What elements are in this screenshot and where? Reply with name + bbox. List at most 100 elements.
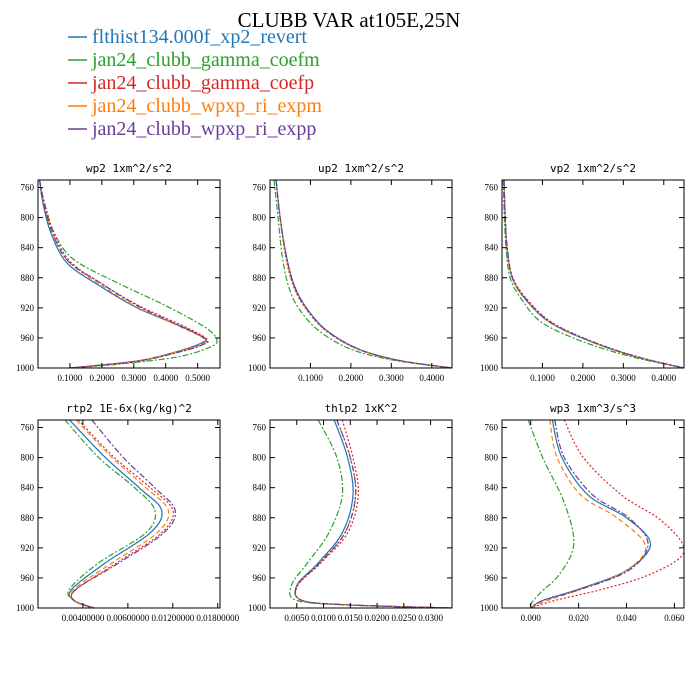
ytick-label-1-6: 1000: [248, 363, 267, 373]
xtick-label-0-4: 0.5000: [185, 373, 210, 383]
xtick-label-1-2: 0.3000: [379, 373, 404, 383]
ytick-label-3-5: 960: [21, 573, 35, 583]
xtick-label-4-5: 0.0300: [418, 613, 443, 623]
series-line-2-1: [502, 180, 684, 368]
ytick-label-1-5: 960: [253, 333, 267, 343]
legend-label-4: jan24_clubb_wpxp_ri_expp: [91, 118, 316, 140]
xtick-label-5-2: 0.040: [616, 613, 637, 623]
ytick-label-2-5: 960: [485, 333, 499, 343]
xtick-label-2-0: 0.1000: [530, 373, 555, 383]
xtick-label-4-2: 0.0150: [338, 613, 363, 623]
ytick-label-0-2: 840: [21, 243, 35, 253]
ytick-label-4-4: 920: [253, 543, 267, 553]
panel-title-4: thlp2 1xK^2: [325, 402, 398, 415]
ytick-label-3-0: 760: [21, 423, 35, 433]
ytick-label-0-3: 880: [21, 273, 35, 283]
series-line-0-0: [39, 180, 208, 368]
xtick-label-5-3: 0.060: [664, 613, 685, 623]
series-line-3-4: [70, 420, 177, 608]
panel-0: wp2 1xm^2/s^2 760 800 840 880 920 960 1000 0.100…: [16, 162, 221, 383]
plot-frame-0: [37, 179, 221, 369]
ytick-label-5-2: 840: [485, 483, 499, 493]
series-line-2-4: [503, 180, 684, 368]
xtick-label-0-0: 0.1000: [58, 373, 83, 383]
series-line-0-2: [39, 180, 209, 368]
xtick-label-1-1: 0.2000: [339, 373, 364, 383]
ytick-label-4-0: 760: [253, 423, 267, 433]
series-line-0-1: [39, 180, 218, 368]
ytick-label-1-3: 880: [253, 273, 267, 283]
ytick-label-0-1: 800: [21, 213, 35, 223]
series-line-1-4: [275, 180, 452, 368]
xtick-label-2-3: 0.4000: [651, 373, 676, 383]
legend-label-3: jan24_clubb_wpxp_ri_expm: [91, 95, 322, 117]
xtick-label-0-3: 0.4000: [153, 373, 178, 383]
series-line-3-1: [64, 420, 157, 608]
xtick-label-3-3: 0.01800000: [196, 613, 239, 623]
xtick-label-1-0: 0.1000: [298, 373, 323, 383]
plot-frame-2: [501, 179, 685, 369]
series-line-0-4: [39, 180, 208, 368]
panel-title-3: rtp2 1E-6x(kg/kg)^2: [66, 402, 192, 415]
ytick-label-3-3: 880: [21, 513, 35, 523]
ytick-label-3-6: 1000: [16, 603, 35, 613]
legend-label-1: jan24_clubb_gamma_coefm: [91, 49, 320, 71]
ytick-label-1-0: 760: [253, 183, 267, 193]
ytick-label-1-1: 800: [253, 213, 267, 223]
ytick-label-0-6: 1000: [16, 363, 35, 373]
panel-5: wp3 1xm^3/s^3 760 800 840 880 920 960 1000 0.000…: [480, 402, 685, 623]
panel-title-2: vp2 1xm^2/s^2: [550, 162, 636, 175]
ytick-label-5-5: 960: [485, 573, 499, 583]
plot-frame-3: [37, 419, 221, 609]
xtick-label-4-1: 0.0100: [311, 613, 336, 623]
figure-title: CLUBB VAR at105E,25N: [238, 8, 461, 32]
xtick-label-5-0: 0.000: [521, 613, 542, 623]
series-line-5-2: [530, 420, 684, 608]
xtick-label-4-0: 0.0050: [284, 613, 309, 623]
ytick-label-2-6: 1000: [480, 363, 499, 373]
ytick-label-2-0: 760: [485, 183, 499, 193]
plot-frame-1: [269, 179, 453, 369]
plot-frame-5: [501, 419, 685, 609]
xtick-label-0-1: 0.2000: [89, 373, 114, 383]
plot-frame-4: [269, 419, 453, 609]
panel-title-1: up2 1xm^2/s^2: [318, 162, 404, 175]
series-line-3-2: [70, 420, 174, 608]
ytick-label-2-4: 920: [485, 303, 499, 313]
ytick-label-0-4: 920: [21, 303, 35, 313]
legend: flthist134.000f_xp2_revertjan24_clubb_ga…: [68, 26, 322, 140]
ytick-label-4-3: 880: [253, 513, 267, 523]
xtick-label-4-4: 0.0250: [391, 613, 416, 623]
xtick-label-3-2: 0.01200000: [151, 613, 194, 623]
legend-label-0: flthist134.000f_xp2_revert: [92, 26, 307, 48]
xtick-label-5-1: 0.020: [569, 613, 590, 623]
ytick-label-4-1: 800: [253, 453, 267, 463]
panel-3: rtp2 1E-6x(kg/kg)^2 760 800 840 880 920 960 100…: [16, 402, 240, 623]
ytick-label-2-2: 840: [485, 243, 499, 253]
panel-title-5: wp3 1xm^3/s^3: [550, 402, 636, 415]
panels: wp2 1xm^2/s^2 760 800 840 880 920 960 1000 0.100…: [16, 162, 685, 623]
ytick-label-5-6: 1000: [480, 603, 499, 613]
xtick-label-2-1: 0.2000: [571, 373, 596, 383]
ytick-label-2-3: 880: [485, 273, 499, 283]
series-line-5-3: [530, 420, 647, 608]
panel-2: vp2 1xm^2/s^2 760 800 840 880 920 960 1000 0.100…: [480, 162, 685, 383]
xtick-label-3-1: 0.00600000: [107, 613, 150, 623]
xtick-label-1-3: 0.4000: [419, 373, 444, 383]
ytick-label-4-6: 1000: [248, 603, 267, 613]
ytick-label-3-1: 800: [21, 453, 35, 463]
ytick-label-5-4: 920: [485, 543, 499, 553]
series-line-2-3: [503, 180, 684, 368]
xtick-label-0-2: 0.3000: [121, 373, 146, 383]
ytick-label-5-0: 760: [485, 423, 499, 433]
ytick-label-1-2: 840: [253, 243, 267, 253]
ytick-label-2-1: 800: [485, 213, 499, 223]
ytick-label-0-5: 960: [21, 333, 35, 343]
panel-1: up2 1xm^2/s^2 760 800 840 880 920 960 1000 0.100…: [248, 162, 453, 383]
ytick-label-1-4: 920: [253, 303, 267, 313]
ytick-label-0-0: 760: [21, 183, 35, 193]
legend-label-2: jan24_clubb_gamma_coefp: [91, 72, 314, 94]
